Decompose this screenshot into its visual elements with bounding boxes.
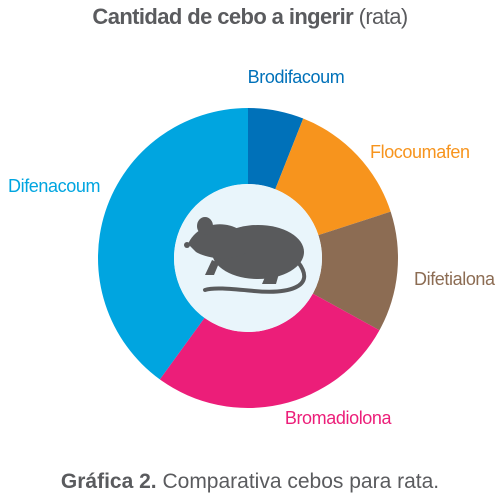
slice-difenacoum <box>98 108 248 380</box>
label-flocoumafen: Flocoumafen <box>370 142 470 162</box>
label-difetialona: Difetialona <box>414 269 496 289</box>
chart-title-main: Cantidad de cebo a ingerir <box>92 4 354 29</box>
rat-icon <box>184 217 307 294</box>
slice-brodifacoum <box>248 108 304 190</box>
label-brodifacoum: Brodifacoum <box>248 67 345 87</box>
label-difenacoum: Difenacoum <box>8 176 100 196</box>
chart-title: Cantidad de cebo a ingerir (rata) <box>0 4 500 30</box>
slices-group <box>98 108 398 408</box>
caption-label: Gráfica 2. <box>60 470 157 493</box>
caption-text: Comparativa cebos para rata. <box>162 470 440 493</box>
figure-caption: Gráfica 2. Comparativa cebos para rata. <box>0 470 500 494</box>
slice-bromadiolona <box>159 293 380 408</box>
slice-flocoumafen <box>275 118 391 236</box>
labels-group: Brodifacoum Flocoumafen Difetialona Bromadi… <box>8 67 496 428</box>
chart-title-sub: (rata) <box>358 4 409 29</box>
slice-difetialona <box>312 211 398 331</box>
label-bromadiolona: Bromadiolona <box>285 408 393 428</box>
